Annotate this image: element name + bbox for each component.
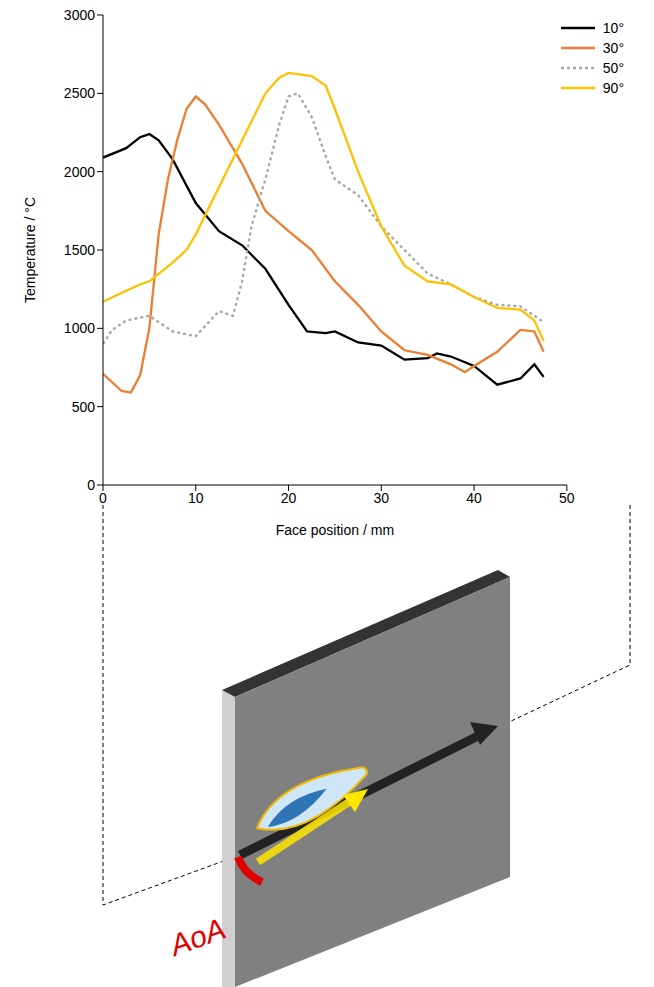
html-text:50°: 50° (602, 60, 624, 76)
svg-text:AoA: AoA (164, 911, 230, 962)
html-text:10°: 10° (602, 20, 624, 36)
svg-text:50: 50 (559, 490, 575, 506)
svg-text:30: 30 (374, 490, 390, 506)
svg-text:1000: 1000 (64, 320, 95, 336)
svg-text:Temperature / °C: Temperature / °C (22, 197, 38, 303)
svg-text:0: 0 (99, 490, 107, 506)
svg-text:40: 40 (466, 490, 482, 506)
svg-text:10: 10 (188, 490, 204, 506)
svg-text:0: 0 (87, 477, 95, 493)
html-text:90°: 90° (602, 80, 624, 96)
svg-text:2500: 2500 (64, 85, 95, 101)
html-text:30°: 30° (602, 40, 624, 56)
svg-text:3000: 3000 (64, 7, 95, 23)
svg-text:Face position / mm: Face position / mm (276, 522, 394, 538)
svg-text:20: 20 (281, 490, 297, 506)
svg-text:1500: 1500 (64, 242, 95, 258)
svg-text:2000: 2000 (64, 164, 95, 180)
svg-text:500: 500 (72, 399, 96, 415)
